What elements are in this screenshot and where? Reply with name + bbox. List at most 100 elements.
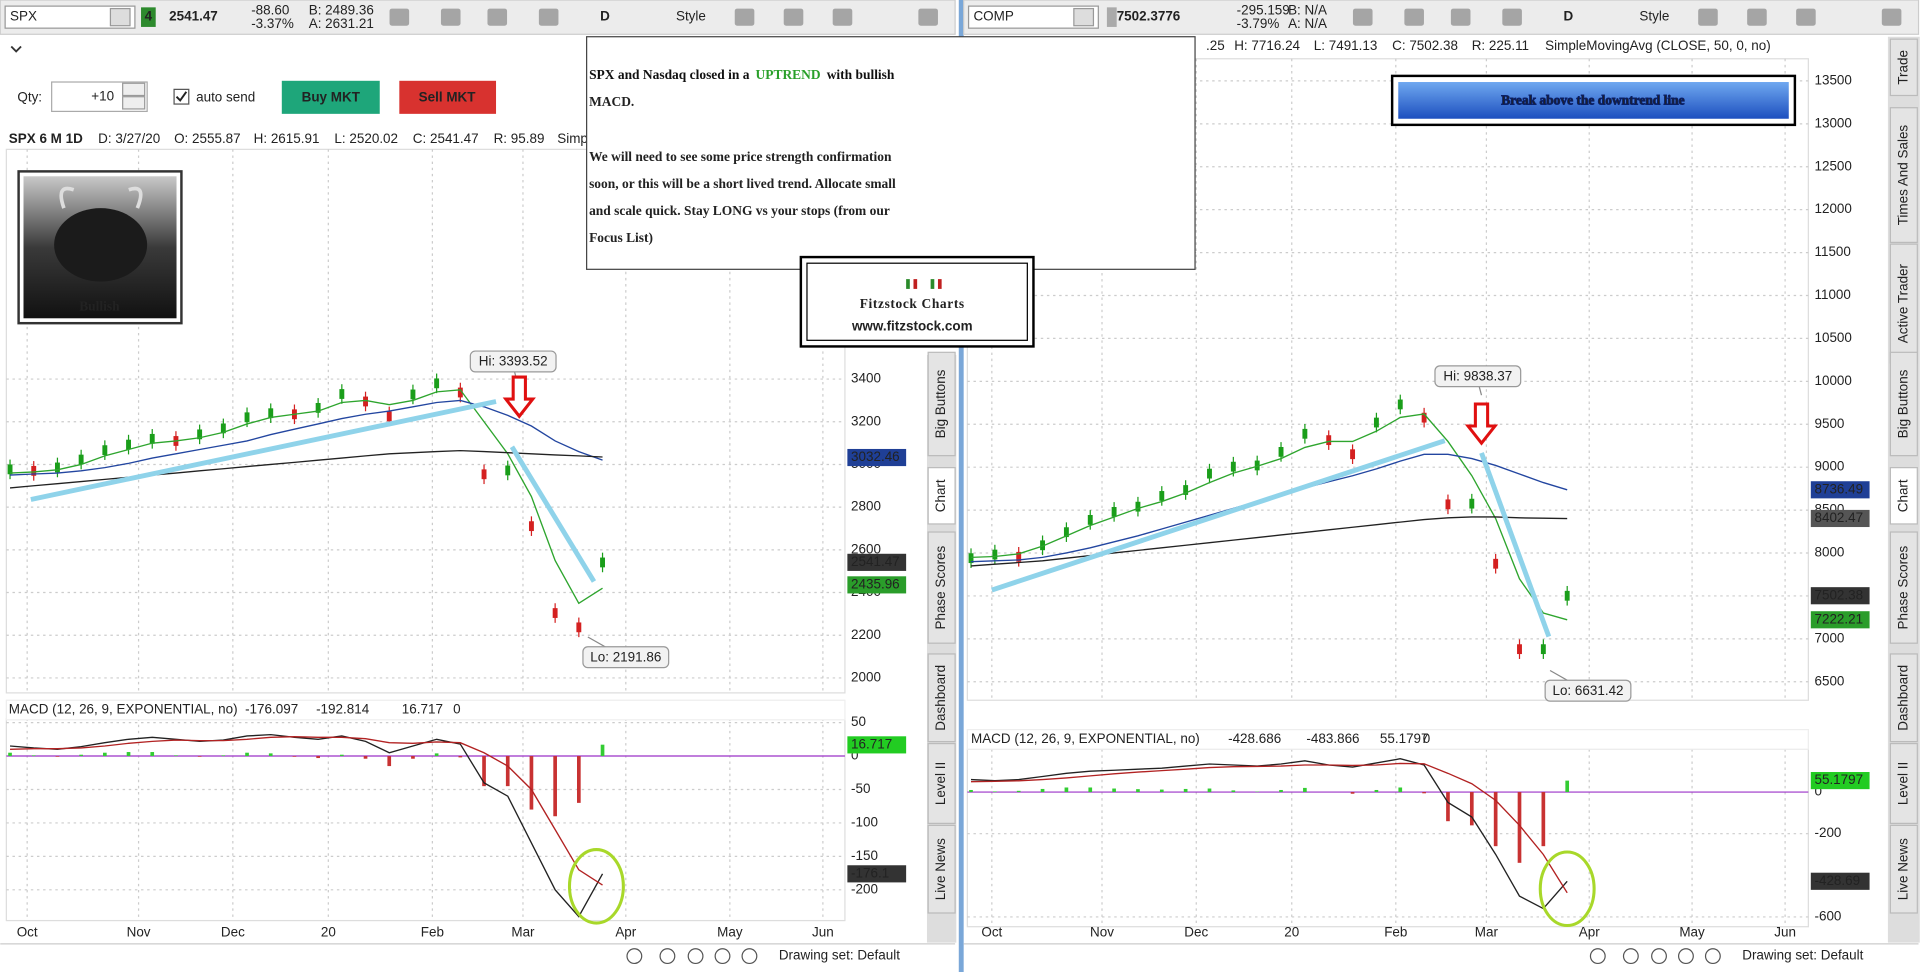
side-tab-label[interactable]: Times And Sales <box>1895 125 1910 226</box>
buy-button[interactable] <box>281 80 380 114</box>
side-tab[interactable] <box>927 351 956 457</box>
plot-area <box>5 717 846 922</box>
side-tab[interactable] <box>1889 824 1918 914</box>
side-tab-label[interactable]: Live News <box>933 838 948 900</box>
symbol-input[interactable] <box>4 5 136 29</box>
qty-value[interactable]: +10 <box>91 88 114 103</box>
qty-down[interactable] <box>122 96 146 110</box>
tool-icon[interactable] <box>626 948 643 965</box>
histogram-bar <box>1207 788 1212 793</box>
candle <box>1445 499 1451 510</box>
toolbar-icon[interactable] <box>1352 8 1373 26</box>
histogram-bar <box>1016 790 1021 793</box>
side-tab[interactable] <box>1889 351 1918 457</box>
drawing-set: Drawing set: Default <box>779 948 900 963</box>
toolbar-icon[interactable] <box>1747 8 1767 26</box>
side-tab[interactable] <box>927 653 956 743</box>
histogram-bar <box>529 756 534 810</box>
toolbar-icon[interactable] <box>538 8 559 26</box>
style-menu[interactable]: Style <box>676 9 706 24</box>
tool-icon[interactable] <box>659 948 676 965</box>
header-item: H: 2615.91 <box>254 131 320 146</box>
aggregation[interactable]: D <box>600 9 610 24</box>
side-tab[interactable] <box>927 467 956 525</box>
side-tab[interactable] <box>927 824 956 914</box>
lo-label: Lo: 6631.42 <box>1552 683 1623 698</box>
tool-icon[interactable] <box>714 948 731 965</box>
side-tab-label[interactable]: Chart <box>1895 479 1910 512</box>
side-tab-label[interactable]: Dashboard <box>1895 665 1910 731</box>
side-tab-label[interactable]: Active Trader <box>1895 263 1910 343</box>
buy-label[interactable]: Buy MKT <box>302 89 361 104</box>
sell-label[interactable]: Sell MKT <box>419 89 477 104</box>
note-segment: UPTREND <box>756 67 821 82</box>
toolbar-icon[interactable] <box>1698 8 1718 26</box>
tool-icon[interactable] <box>741 948 758 965</box>
side-tab[interactable] <box>927 742 956 824</box>
price-badge <box>847 865 907 883</box>
toolbar-icon[interactable] <box>1450 8 1471 26</box>
y-tick-label: 2200 <box>851 627 881 642</box>
toolbar-icon[interactable] <box>918 8 938 26</box>
side-tab[interactable] <box>1889 467 1918 525</box>
candle <box>1350 449 1356 460</box>
candle <box>1493 558 1499 569</box>
side-tab[interactable] <box>1889 38 1918 97</box>
auto-send-checkbox[interactable] <box>173 88 190 105</box>
side-tab-label[interactable]: Trade <box>1895 50 1910 85</box>
toolbar-icon[interactable] <box>783 8 804 26</box>
side-tab-label[interactable]: Phase Scores <box>1895 545 1910 629</box>
side-tab[interactable] <box>1889 243 1918 364</box>
side-tab[interactable] <box>1889 653 1918 743</box>
tool-icon[interactable] <box>1704 948 1721 965</box>
symbol-dropdown[interactable] <box>109 7 131 27</box>
header-item: R: 225.11 <box>1472 38 1529 53</box>
sell-button[interactable] <box>399 80 497 114</box>
candle <box>434 378 440 389</box>
symbol-input[interactable] <box>967 5 1099 29</box>
toolbar-icon[interactable] <box>832 8 853 26</box>
side-tab-label[interactable]: Dashboard <box>933 665 948 731</box>
tool-icon[interactable] <box>1651 948 1667 965</box>
toolbar-icon[interactable] <box>389 8 410 26</box>
candle <box>1063 527 1069 538</box>
toolbar-icon[interactable] <box>1881 8 1902 26</box>
aggregation[interactable]: D <box>1564 9 1574 24</box>
side-tab[interactable] <box>1889 742 1918 824</box>
qty-up[interactable] <box>122 82 146 97</box>
header-item: Simp <box>557 131 588 146</box>
candle <box>1111 507 1117 517</box>
histogram-bar <box>221 755 226 757</box>
tool-icon[interactable] <box>687 948 704 965</box>
y-tick-label: 11500 <box>1814 244 1850 259</box>
logo-bar <box>937 279 942 289</box>
side-tab[interactable] <box>1889 531 1918 644</box>
count: 4 <box>145 9 153 24</box>
tool-icon[interactable] <box>1589 948 1606 965</box>
side-tab-label[interactable]: Phase Scores <box>933 545 948 629</box>
toolbar-icon[interactable] <box>1404 8 1424 26</box>
side-tab-label[interactable]: Live News <box>1895 838 1910 900</box>
side-tab-label[interactable]: Chart <box>933 479 948 512</box>
side-tab-label[interactable]: Big Buttons <box>933 369 948 438</box>
symbol-dropdown[interactable] <box>1073 7 1095 27</box>
toolbar-icon[interactable] <box>487 8 508 26</box>
tool-icon[interactable] <box>1677 948 1694 965</box>
toolbar-icon[interactable] <box>734 8 755 26</box>
candle <box>220 423 226 434</box>
side-tab-label[interactable]: Level II <box>933 762 948 805</box>
tool-icon[interactable] <box>1622 948 1639 965</box>
side-tab-label[interactable]: Big Buttons <box>1895 369 1910 438</box>
side-tab[interactable] <box>1889 107 1918 243</box>
symbol[interactable]: SPX <box>10 9 37 24</box>
side-tab-label[interactable]: Level II <box>1895 762 1910 805</box>
symbol[interactable]: COMP <box>973 9 1013 24</box>
style-menu[interactable]: Style <box>1639 9 1669 24</box>
price-badge <box>847 576 907 594</box>
toolbar-icon[interactable] <box>440 8 461 26</box>
histogram-bar <box>292 756 297 757</box>
toolbar-icon[interactable] <box>1796 8 1816 26</box>
y-tick-label: 2800 <box>851 499 881 514</box>
side-tab[interactable] <box>927 531 956 644</box>
toolbar-icon[interactable] <box>1502 8 1522 26</box>
